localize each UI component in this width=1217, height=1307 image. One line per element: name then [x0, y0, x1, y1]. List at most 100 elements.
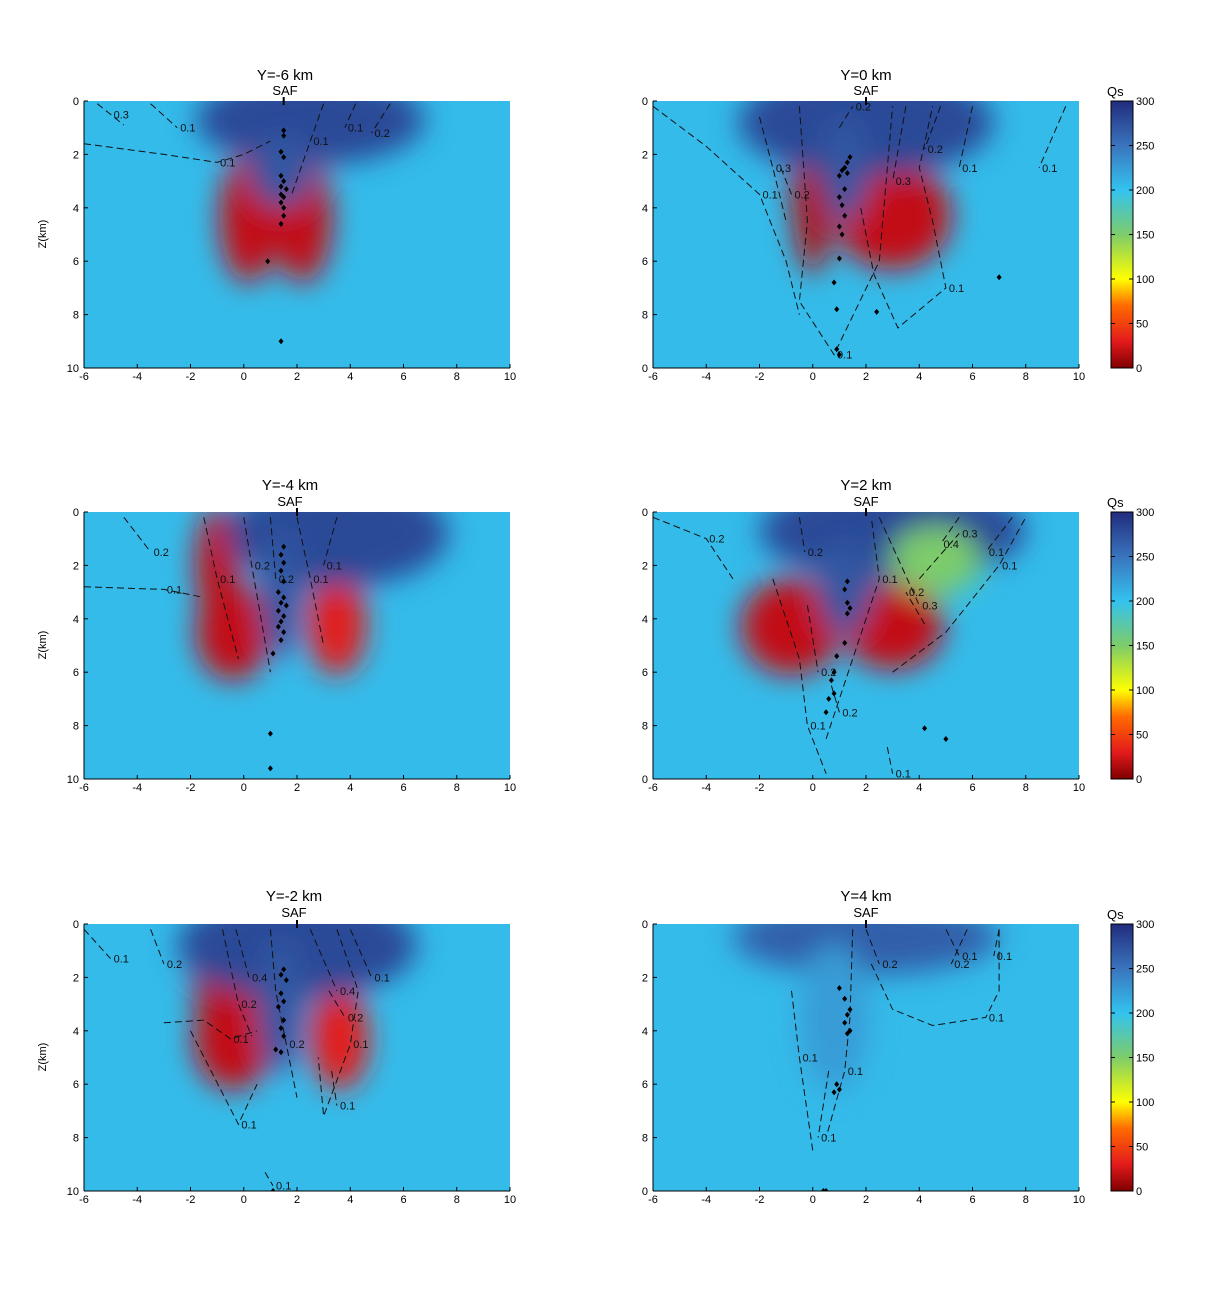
event-marker — [834, 1081, 840, 1088]
event-marker — [281, 578, 287, 585]
contour-line — [123, 516, 151, 553]
panel-y-minus-6: Y=-6 km SAF Z(km) 0.1 0.3 0.1 0.1 0.1 0.2 -6 -4… — [37, 67, 516, 383]
colorbar-tick-label: 50 — [1136, 319, 1148, 331]
x-tick-label: 10 — [1073, 1194, 1085, 1206]
y-tick-label: 2 — [73, 972, 79, 984]
axes: -6 -4 -2 0 2 4 6 8 10 0 2 4 6 8 0 — [642, 96, 1085, 383]
y-tick-label: 8 — [73, 310, 79, 322]
y-tick-label: 0 — [73, 919, 79, 931]
event-marker — [828, 677, 834, 684]
event-marker — [842, 995, 848, 1002]
colorbar-tick-label: 250 — [1136, 964, 1154, 976]
contour-line — [235, 929, 250, 978]
contour-line — [84, 928, 111, 960]
heatmap-plot: 0.1 0.3 0.2 0.1 0.2 0.1 0.3 0.2 0.1 0.1 -6 -4 -2 0 2 4 6… — [642, 84, 1154, 383]
contour-label: 0.1 — [353, 1039, 368, 1051]
event-marker — [267, 730, 273, 737]
contour-label: 0.1 — [1002, 560, 1017, 572]
x-tick-label: 2 — [294, 782, 300, 794]
colorbar-tick-label: 300 — [1136, 96, 1154, 108]
contour-line — [150, 929, 165, 965]
event-marker — [826, 695, 832, 702]
x-tick-label: 8 — [454, 1194, 460, 1206]
contour-label: 0.1 — [962, 951, 977, 963]
x-tick-label: -4 — [132, 371, 142, 383]
event-marker — [834, 306, 840, 313]
event-marker — [281, 178, 287, 185]
event-marker — [844, 1030, 850, 1037]
y-axis-label: Z(km) — [37, 1043, 49, 1072]
contour-label: 0.1 — [1042, 163, 1057, 175]
colorbar-tick-label: 250 — [1136, 552, 1154, 564]
fault-label: SAF — [277, 494, 302, 509]
contour-label: 0.3 — [922, 600, 937, 612]
event-marker — [823, 709, 829, 716]
contour-label: 0.2 — [241, 999, 256, 1011]
x-tick-label: 6 — [969, 782, 975, 794]
contour-label: 0.3 — [896, 176, 911, 188]
axes: -6 -4 -2 0 2 4 6 8 10 0 2 4 6 8 0 — [642, 507, 1085, 794]
contour-line — [886, 746, 894, 774]
q-anomaly — [732, 924, 1000, 975]
event-marker — [278, 1025, 284, 1032]
event-marker — [275, 589, 281, 596]
contour-label: 0.2 — [856, 101, 871, 113]
event-marker — [275, 623, 281, 630]
event-marker — [831, 1089, 837, 1096]
y-tick-label: 10 — [67, 774, 79, 786]
contour-label: 0.2 — [348, 1012, 363, 1024]
contour-label: 0.1 — [837, 350, 852, 362]
x-tick-label: -4 — [701, 1194, 711, 1206]
contour-label: 0.2 — [154, 547, 169, 559]
event-marker — [275, 1003, 281, 1010]
event-marker — [283, 602, 289, 609]
contour-label: 0.1 — [989, 1012, 1004, 1024]
event-marker — [265, 258, 271, 265]
contour-line — [269, 929, 298, 1098]
contour-line — [349, 929, 373, 978]
colorbar-tick-label: 150 — [1136, 230, 1154, 242]
contour-line — [950, 929, 968, 965]
contour-line — [892, 517, 1027, 673]
y-tick-label: 0 — [642, 96, 648, 108]
axes: -6 -4 -2 0 2 4 6 8 10 0 2 4 6 8 0 — [642, 919, 1085, 1206]
colorbar-label: Qs — [1107, 907, 1124, 922]
contour-label: 0.1 — [340, 1101, 355, 1113]
event-marker — [281, 194, 287, 201]
y-tick-label: 2 — [642, 149, 648, 161]
panel-title: Y=4 km — [840, 888, 891, 905]
y-tick-label: 6 — [642, 1079, 648, 1091]
event-marker — [278, 618, 284, 625]
y-tick-label: 8 — [73, 721, 79, 733]
y-tick-label: 4 — [642, 203, 648, 215]
panel-y-minus-4: Y=-4 km SAF Z(km) 0.10.20.10.20.2 0.10.1-… — [37, 477, 516, 794]
colorbar-tick-label: 0 — [1136, 1186, 1142, 1198]
panel-title: Y=-6 km — [257, 67, 313, 84]
contour-label: 0.2 — [928, 144, 943, 156]
event-marker — [281, 132, 287, 139]
event-marker — [836, 351, 842, 358]
contour-label: 0.1 — [180, 123, 195, 135]
event-marker — [836, 985, 842, 992]
colorbar-tick-label: 150 — [1136, 1053, 1154, 1065]
x-tick-label: 4 — [347, 782, 353, 794]
x-tick-label: -2 — [755, 782, 765, 794]
contour-label: 0.1 — [375, 972, 390, 984]
event-marker — [836, 1086, 842, 1093]
panel-y-0: Y=0 km SAF 0.10.30.20.10.20.10.30.20.1 0.… — [642, 67, 1154, 383]
panel-y-4: Y=4 km SAF 0.10.10.10.20.10.10.20.1-6 -4-… — [642, 888, 1154, 1206]
contour-label: 0.1 — [220, 574, 235, 586]
colorbar-tick-label: 200 — [1136, 1008, 1154, 1020]
y-tick-label: 0 — [642, 363, 648, 375]
fault-label: SAF — [281, 905, 306, 920]
contour-line — [331, 1070, 338, 1106]
contour-line — [924, 106, 942, 150]
plot-area: 0.1 0.3 0.2 0.1 0.2 0.1 0.3 0.2 0.1 0.1 — [653, 101, 1079, 368]
plot-area: 0.1 0.2 0.1 0.2 0.2 0.1 0.1 — [84, 512, 510, 779]
event-marker — [831, 690, 837, 697]
contour-line — [163, 1019, 258, 1040]
y-tick-label: 6 — [73, 256, 79, 268]
contour-label: 0.1 — [276, 1181, 291, 1193]
y-tick-label: 4 — [73, 614, 79, 626]
